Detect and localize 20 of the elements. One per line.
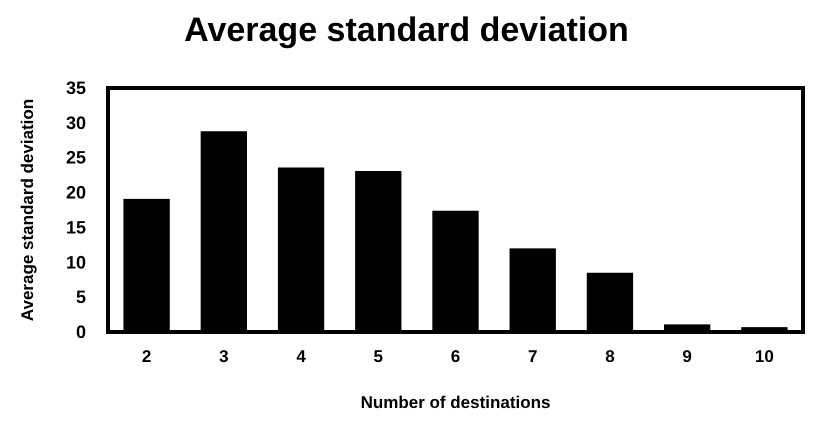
x-tick-label: 4 — [296, 347, 306, 366]
y-tick-label: 30 — [66, 112, 86, 133]
x-tick-label: 2 — [142, 347, 152, 366]
x-tick-label: 6 — [450, 347, 460, 366]
x-tick-label: 5 — [374, 347, 384, 366]
y-tick-label: 20 — [66, 182, 86, 203]
x-tick-label: 7 — [528, 347, 538, 366]
x-tick-label: 10 — [754, 347, 774, 366]
x-axis-title: Number of destinations — [360, 393, 550, 412]
y-tick-label: 5 — [76, 287, 86, 308]
y-tick-label: 10 — [66, 252, 86, 272]
y-tick-label: 0 — [76, 322, 86, 342]
x-tick-label: 3 — [219, 347, 229, 366]
x-tick-label: 8 — [605, 347, 615, 366]
x-tick-label: 9 — [682, 347, 692, 366]
y-tick-label: 25 — [66, 148, 86, 168]
y-axis-title: Average standard deviation — [18, 98, 37, 322]
y-tick-label: 35 — [66, 78, 86, 98]
y-tick-label: 15 — [66, 217, 86, 238]
chart-title: Average standard deviation — [184, 11, 629, 49]
